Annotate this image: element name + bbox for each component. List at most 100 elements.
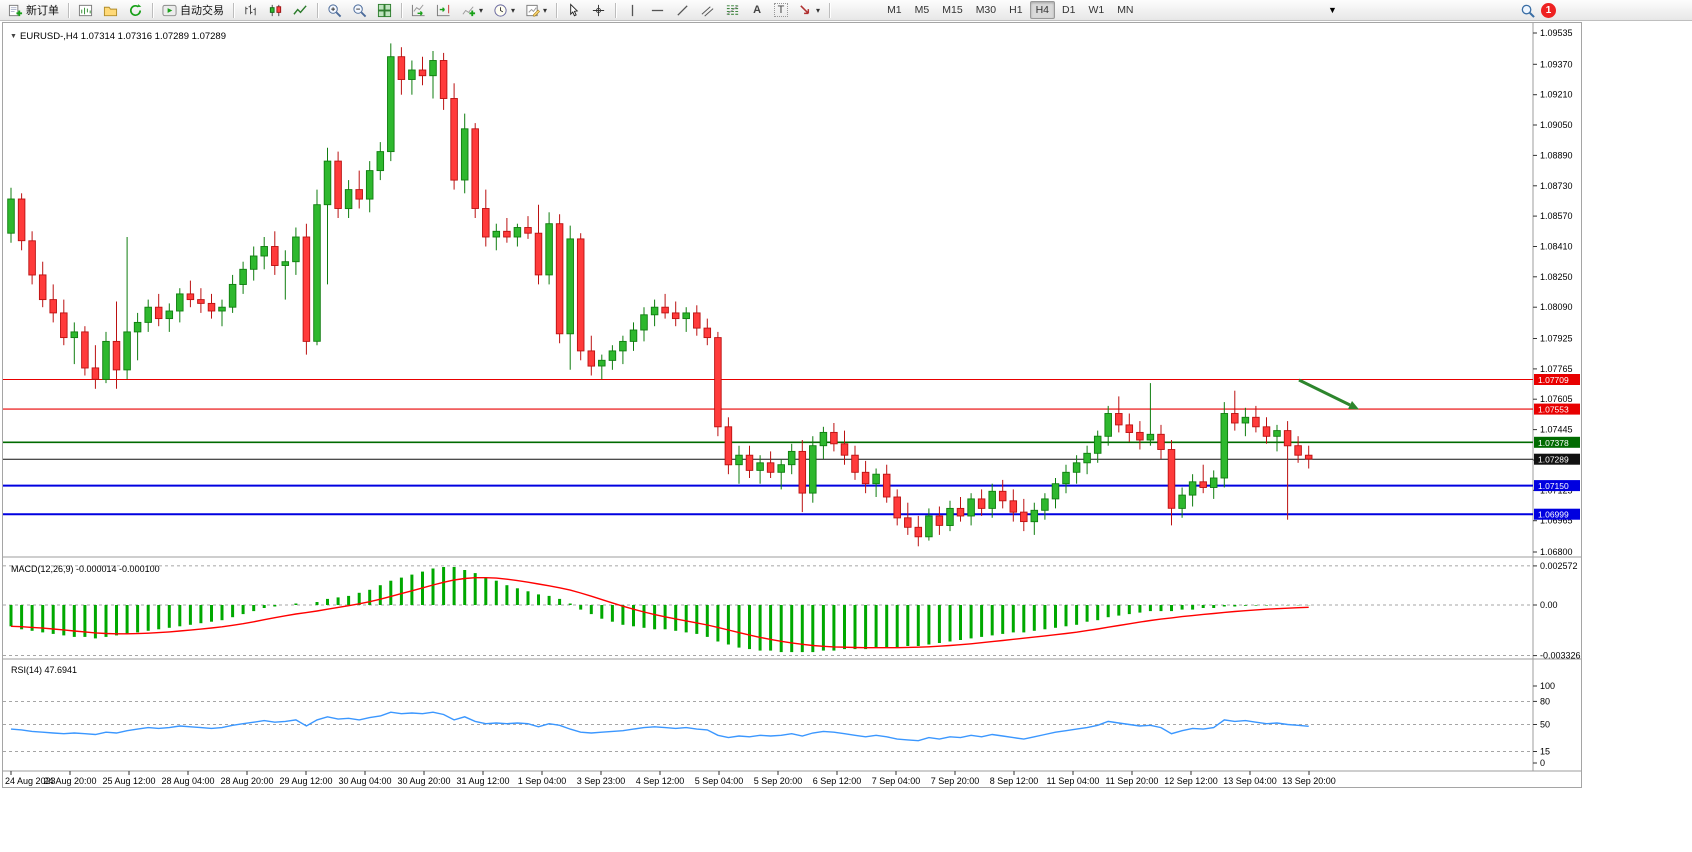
candle-body: [123, 331, 131, 371]
chart-canvas[interactable]: 1.09535 1.09370 1.09210 1.09050 1.08890 1.087…: [3, 23, 1581, 787]
new-chart-button[interactable]: [74, 1, 97, 19]
candle-body: [777, 464, 785, 473]
macd-axis-label: 0.00: [1540, 600, 1558, 610]
timeframe-button-m1[interactable]: M1: [887, 4, 902, 16]
timeframe-toolbar: M1 M5 M15 M30 H1 H4 D1 W1 MN: [881, 1, 1139, 19]
crosshair-button[interactable]: [587, 1, 610, 19]
auto-scroll-icon: [411, 4, 425, 16]
candle-body: [28, 240, 36, 276]
price-axis-label: 1.09535: [1540, 28, 1573, 38]
cursor-icon: [570, 2, 579, 16]
templates-button[interactable]: ▾: [521, 1, 551, 19]
candle-body: [735, 454, 743, 466]
candle-body: [935, 515, 944, 526]
toolbar-separator: [401, 2, 402, 18]
timeframe-button-h1[interactable]: H1: [1009, 4, 1023, 16]
line-chart-icon: [293, 4, 307, 15]
arrows-tool-button[interactable]: ▾: [794, 1, 824, 19]
timeframe-button-m5[interactable]: M5: [914, 4, 930, 16]
trend-arrow-annotation[interactable]: [1298, 378, 1351, 407]
candle-body: [513, 227, 522, 238]
price-axis-label: 1.07925: [1540, 334, 1573, 344]
candle-body: [1188, 481, 1197, 496]
candle-body: [534, 232, 543, 276]
price-axis-label: 1.09210: [1540, 90, 1573, 100]
candle-body: [7, 198, 15, 234]
chevron-down-icon: ▾: [543, 5, 548, 15]
chart-shift-button[interactable]: [432, 1, 455, 19]
candle-body: [1083, 452, 1091, 464]
vertical-line-button[interactable]: [621, 1, 644, 19]
candle-body: [598, 359, 606, 367]
candlestick-button[interactable]: [264, 1, 287, 19]
candle-body: [176, 293, 184, 312]
zoom-out-button[interactable]: [348, 1, 371, 19]
chart-window: 1.09535 1.09370 1.09210 1.09050 1.08890 1.087…: [2, 22, 1582, 788]
zoom-in-button[interactable]: [323, 1, 346, 19]
timeframe-button-w1[interactable]: W1: [1088, 4, 1105, 16]
timeframe-button-h4[interactable]: H4: [1029, 1, 1055, 19]
candle-body: [998, 490, 1007, 502]
vertical-line-icon: [631, 4, 634, 16]
price-axis-label: 1.08890: [1540, 150, 1573, 160]
candle-body: [91, 367, 100, 380]
time-axis-label: 1 Sep 04:00: [518, 776, 567, 786]
fibonacci-button[interactable]: [721, 1, 744, 19]
candle-body: [619, 340, 627, 352]
chart-menu-icon: ▼: [10, 33, 17, 40]
candle-body: [1115, 413, 1123, 426]
time-axis-label: 7 Sep 20:00: [931, 776, 980, 786]
text-label-tool-button[interactable]: T: [770, 1, 792, 19]
candle-body: [313, 204, 321, 342]
line-chart-button[interactable]: [289, 1, 312, 19]
candle-body: [302, 236, 311, 342]
candle-body: [524, 227, 532, 234]
cursor-button[interactable]: [562, 1, 585, 19]
zoom-out-icon: [353, 3, 367, 17]
toolbar-separator: [615, 2, 617, 18]
periods-button[interactable]: ▾: [489, 1, 519, 19]
candle-body: [450, 98, 458, 181]
text-tool-button[interactable]: A: [746, 1, 768, 19]
timeframe-button-mn[interactable]: MN: [1117, 4, 1134, 16]
periods-icon: [494, 3, 507, 17]
new-order-button[interactable]: 新订单: [4, 1, 63, 19]
notification-badge[interactable]: 1: [1541, 2, 1556, 18]
search-button[interactable]: [1516, 1, 1539, 19]
tile-windows-button[interactable]: [373, 1, 396, 19]
channel-button[interactable]: [696, 1, 719, 19]
toolbar-separator: [829, 2, 831, 18]
profiles-button[interactable]: [99, 1, 122, 19]
timeframe-button-m30[interactable]: M30: [975, 4, 997, 16]
autotrade-button[interactable]: 自动交易: [158, 1, 228, 19]
candle-body: [714, 337, 722, 428]
price-axis-label: 1.06965: [1540, 516, 1573, 526]
timeframe-button-m15[interactable]: M15: [942, 4, 963, 16]
trendline-button[interactable]: [671, 1, 694, 19]
timeframe-button-d1[interactable]: D1: [1062, 4, 1076, 16]
price-axis-label: 1.07605: [1540, 394, 1573, 404]
candle-body: [756, 462, 764, 471]
tile-windows-icon: [377, 3, 392, 17]
toolbar-overflow-icon[interactable]: ▼: [1328, 5, 1337, 15]
candle-body: [1157, 433, 1165, 450]
auto-scroll-button[interactable]: [407, 1, 430, 19]
candle-body: [334, 160, 342, 209]
candle-body: [872, 473, 880, 485]
bar-chart-button[interactable]: [239, 1, 262, 19]
rsi-label: RSI(14) 47.6941: [11, 665, 77, 675]
refresh-button[interactable]: [124, 1, 147, 19]
indicators-button[interactable]: ▾: [457, 1, 487, 19]
candle-body: [1283, 430, 1292, 447]
candle-body: [1146, 433, 1155, 441]
zoom-in-icon: [328, 3, 342, 17]
price-level-tag-label: 1.07150: [1538, 481, 1569, 491]
candle-body: [608, 350, 617, 361]
candle-body: [661, 306, 669, 314]
price-level-tag: [1534, 453, 1580, 465]
candle-body: [1136, 431, 1144, 441]
text-icon: A: [753, 4, 762, 16]
new-chart-icon: [78, 4, 93, 16]
horizontal-line-button[interactable]: [646, 1, 669, 19]
chevron-down-icon: ▾: [511, 5, 516, 15]
